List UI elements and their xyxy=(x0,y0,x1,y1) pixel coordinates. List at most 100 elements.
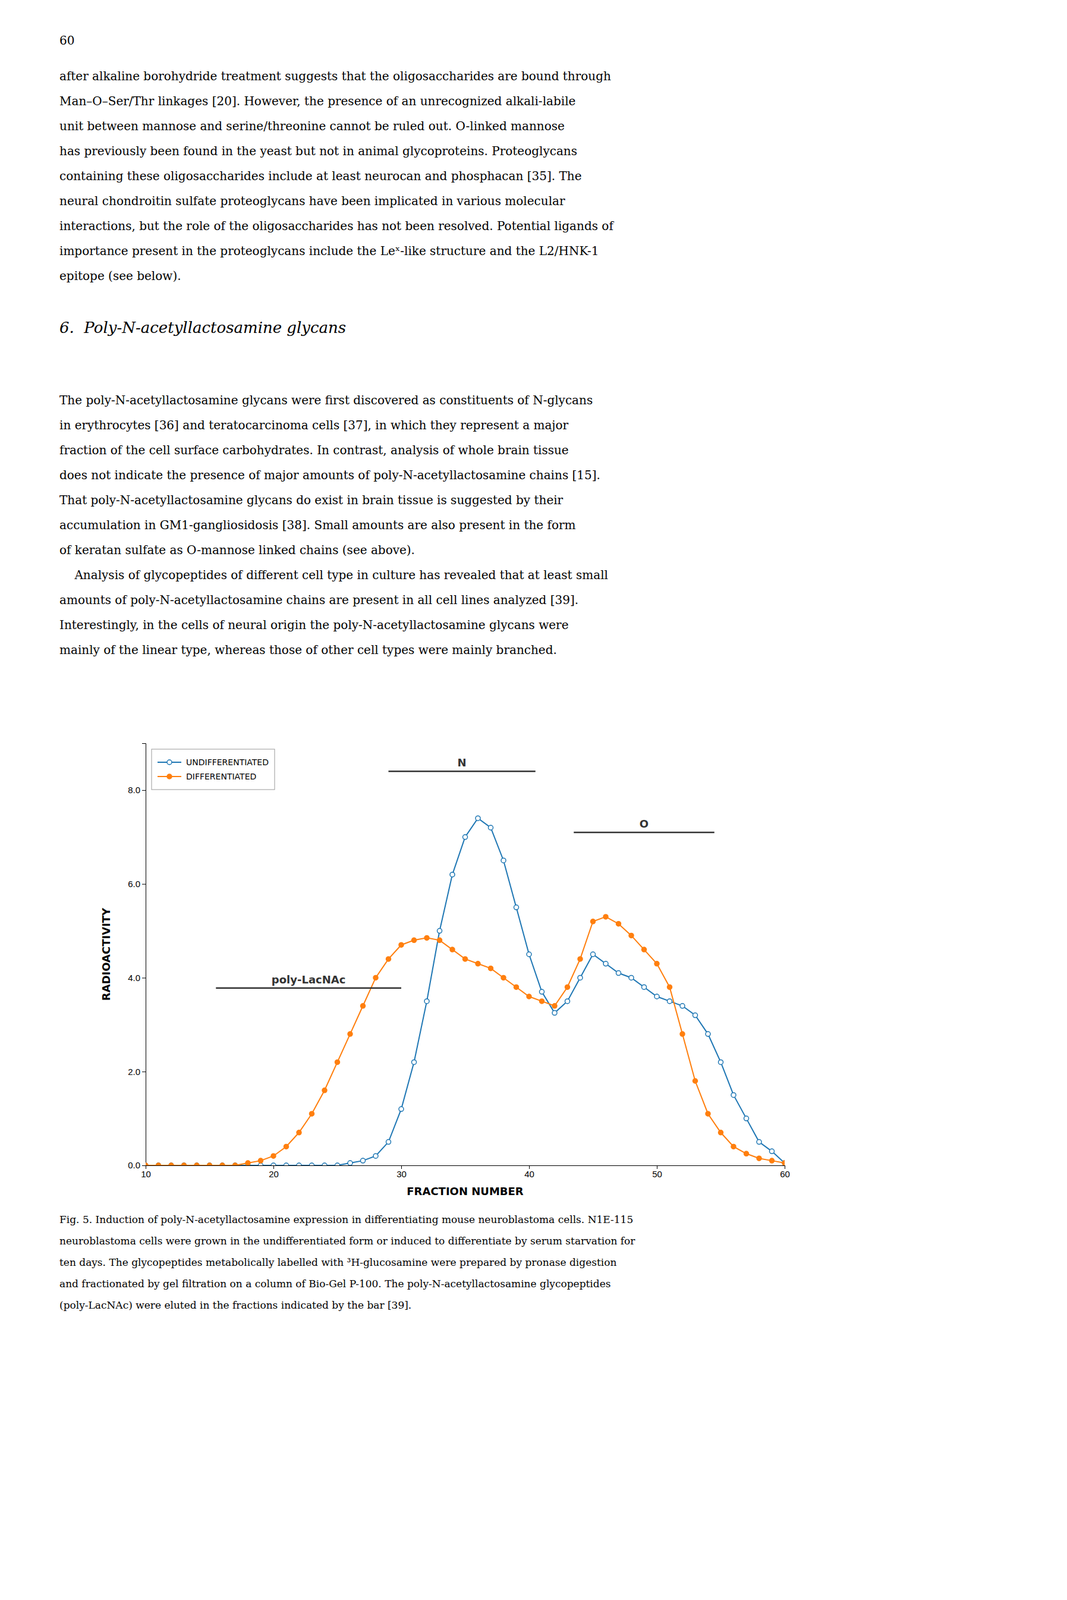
series-point xyxy=(693,1078,698,1084)
series-point xyxy=(271,1153,276,1158)
series-point xyxy=(347,1160,353,1166)
x-tick-label: 40 xyxy=(524,1168,535,1179)
text-line: fraction of the cell surface carbohydrat… xyxy=(59,442,569,458)
series-point xyxy=(641,984,647,990)
series-point xyxy=(411,937,417,943)
text-block: The poly-N-acetyllactosamine glycans wer… xyxy=(59,392,609,657)
text-line: unit between mannose and serine/threonin… xyxy=(59,118,565,134)
x-tick: 20 xyxy=(268,1165,279,1179)
series-point xyxy=(756,1155,762,1161)
text-line: containing these oligosaccharides includ… xyxy=(59,168,582,184)
legend-swatch-marker xyxy=(167,759,172,765)
series-point xyxy=(514,904,519,910)
series-point xyxy=(437,928,443,934)
text-line: and fractionated by gel filtration on a … xyxy=(59,1277,611,1290)
series-point xyxy=(603,961,609,966)
series-point xyxy=(437,937,443,943)
series-line xyxy=(145,916,785,1166)
series-point xyxy=(718,1130,724,1135)
text-line: Interestingly, in the cells of neural or… xyxy=(59,617,569,632)
series-point xyxy=(718,1059,724,1065)
text-line: That poly-N-acetyllactosamine glycans do… xyxy=(59,492,564,508)
legend: UNDIFFERENTIATEDDIFFERENTIATED xyxy=(151,748,275,790)
series-point xyxy=(769,1148,775,1154)
series-point xyxy=(475,961,481,966)
series-point xyxy=(667,998,673,1004)
series-point xyxy=(693,1012,698,1018)
series-point xyxy=(488,825,494,830)
x-tick: 10 xyxy=(140,1165,151,1179)
legend-swatch-marker xyxy=(167,773,172,779)
text-line: (poly-LacNAc) were eluted in the fractio… xyxy=(59,1298,412,1311)
y-tick-label: 4.0 xyxy=(127,972,141,983)
series-point xyxy=(628,974,634,980)
series-point xyxy=(731,1092,736,1098)
text-line: importance present in the proteoglycans … xyxy=(59,243,599,258)
series-point xyxy=(475,815,481,821)
series-point xyxy=(360,1157,366,1163)
series-point xyxy=(449,872,455,877)
x-tick-label: 60 xyxy=(779,1168,790,1179)
series-point xyxy=(194,1162,200,1166)
series-point xyxy=(309,1162,315,1166)
series-point xyxy=(322,1162,327,1166)
series-point xyxy=(168,1162,174,1166)
series-point xyxy=(284,1143,289,1149)
y-tick-line xyxy=(142,789,146,791)
series-point xyxy=(667,984,673,990)
x-tick: 50 xyxy=(652,1165,663,1179)
series-point xyxy=(207,1162,213,1166)
page-number: 60 xyxy=(59,33,75,48)
series-point xyxy=(181,1162,187,1166)
x-axis-title: FRACTION NUMBER xyxy=(406,1184,524,1198)
series-point xyxy=(501,974,506,980)
series-point xyxy=(156,1162,162,1166)
series-point xyxy=(488,965,494,971)
series-point xyxy=(245,1160,251,1166)
series-point xyxy=(373,1153,379,1158)
y-tick-line xyxy=(142,1165,146,1166)
y-tick-line xyxy=(142,977,146,978)
series-point xyxy=(680,1031,685,1037)
y-tick-label: 8.0 xyxy=(127,784,141,795)
section-title: 6. Poly-N-acetyllactosamine glycans xyxy=(59,318,346,337)
series-point xyxy=(539,989,545,994)
series-point xyxy=(386,1139,392,1145)
y-tick-label: 0.0 xyxy=(127,1159,141,1170)
x-tick-label: 30 xyxy=(396,1168,407,1179)
series-point xyxy=(769,1157,775,1163)
series-point xyxy=(616,921,622,927)
series-point xyxy=(526,993,532,999)
text-line: The poly-N-acetyllactosamine glycans wer… xyxy=(59,392,593,408)
series-point xyxy=(181,1162,187,1166)
series-point xyxy=(145,1162,149,1166)
series-point xyxy=(552,1010,557,1016)
series-point xyxy=(577,974,583,980)
x-tick: 30 xyxy=(396,1165,407,1179)
series-point xyxy=(641,946,647,952)
annotation-bar xyxy=(215,987,402,990)
x-axis: 10 20 30 40 50 60 xyxy=(140,1165,790,1179)
series-point xyxy=(271,1162,276,1166)
text-line: in erythrocytes [36] and teratocarcinoma… xyxy=(59,417,569,433)
series-point xyxy=(680,1003,685,1009)
series-point xyxy=(373,974,379,980)
series-point xyxy=(731,1143,736,1149)
text-line: accumulation in GM1-gangliosidosis [38].… xyxy=(59,517,577,533)
y-tick-label: 6.0 xyxy=(127,878,141,889)
text-line: Analysis of glycopeptides of different c… xyxy=(59,567,609,582)
series-point xyxy=(590,918,596,924)
series-point xyxy=(565,998,571,1004)
text-line: Fig. 5. Induction of poly-N-acetyllactos… xyxy=(59,1213,634,1226)
x-tick: 60 xyxy=(779,1165,790,1179)
series-point xyxy=(258,1157,264,1163)
series-point xyxy=(552,1003,557,1009)
annotation-bar xyxy=(573,831,715,834)
x-tick-label: 10 xyxy=(140,1168,151,1179)
annotation-bar xyxy=(388,770,536,773)
legend-label: UNDIFFERENTIATED xyxy=(186,757,269,767)
series-point xyxy=(347,1031,353,1037)
text-line: ten days. The glycopeptides metabolicall… xyxy=(59,1256,617,1268)
series-point xyxy=(424,935,430,940)
y-tick: 4.0 xyxy=(127,972,146,983)
